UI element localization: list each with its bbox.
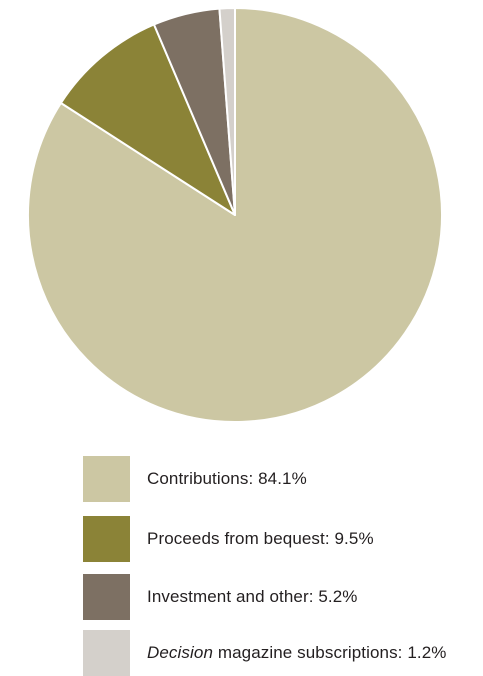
legend-item-decision: Decision magazine subscriptions: 1.2% xyxy=(83,630,446,676)
pie-chart xyxy=(26,7,443,423)
legend-label-contributions: Contributions: 84.1% xyxy=(147,469,307,488)
legend-label-decision-rest: magazine subscriptions: 1.2% xyxy=(213,643,447,662)
legend-label-decision: Decision magazine subscriptions: 1.2% xyxy=(147,643,446,663)
legend-item-contributions: Contributions: 84.1% xyxy=(83,456,307,502)
legend-label-investment: Investment and other: 5.2% xyxy=(147,587,358,606)
legend-swatch-contributions xyxy=(83,456,130,502)
pie-slice-decision xyxy=(218,7,236,216)
legend-label-decision-italic: Decision xyxy=(147,643,213,662)
legend-swatch-investment xyxy=(83,574,130,620)
pie-slice-bequest xyxy=(59,23,236,216)
legend-swatch-bequest xyxy=(83,516,130,562)
pie-slice-contributions xyxy=(26,7,443,423)
legend-item-investment: Investment and other: 5.2% xyxy=(83,574,358,620)
legend-label-bequest: Proceeds from bequest: 9.5% xyxy=(147,529,374,548)
legend-swatch-decision xyxy=(83,630,130,676)
legend-item-bequest: Proceeds from bequest: 9.5% xyxy=(83,516,374,562)
